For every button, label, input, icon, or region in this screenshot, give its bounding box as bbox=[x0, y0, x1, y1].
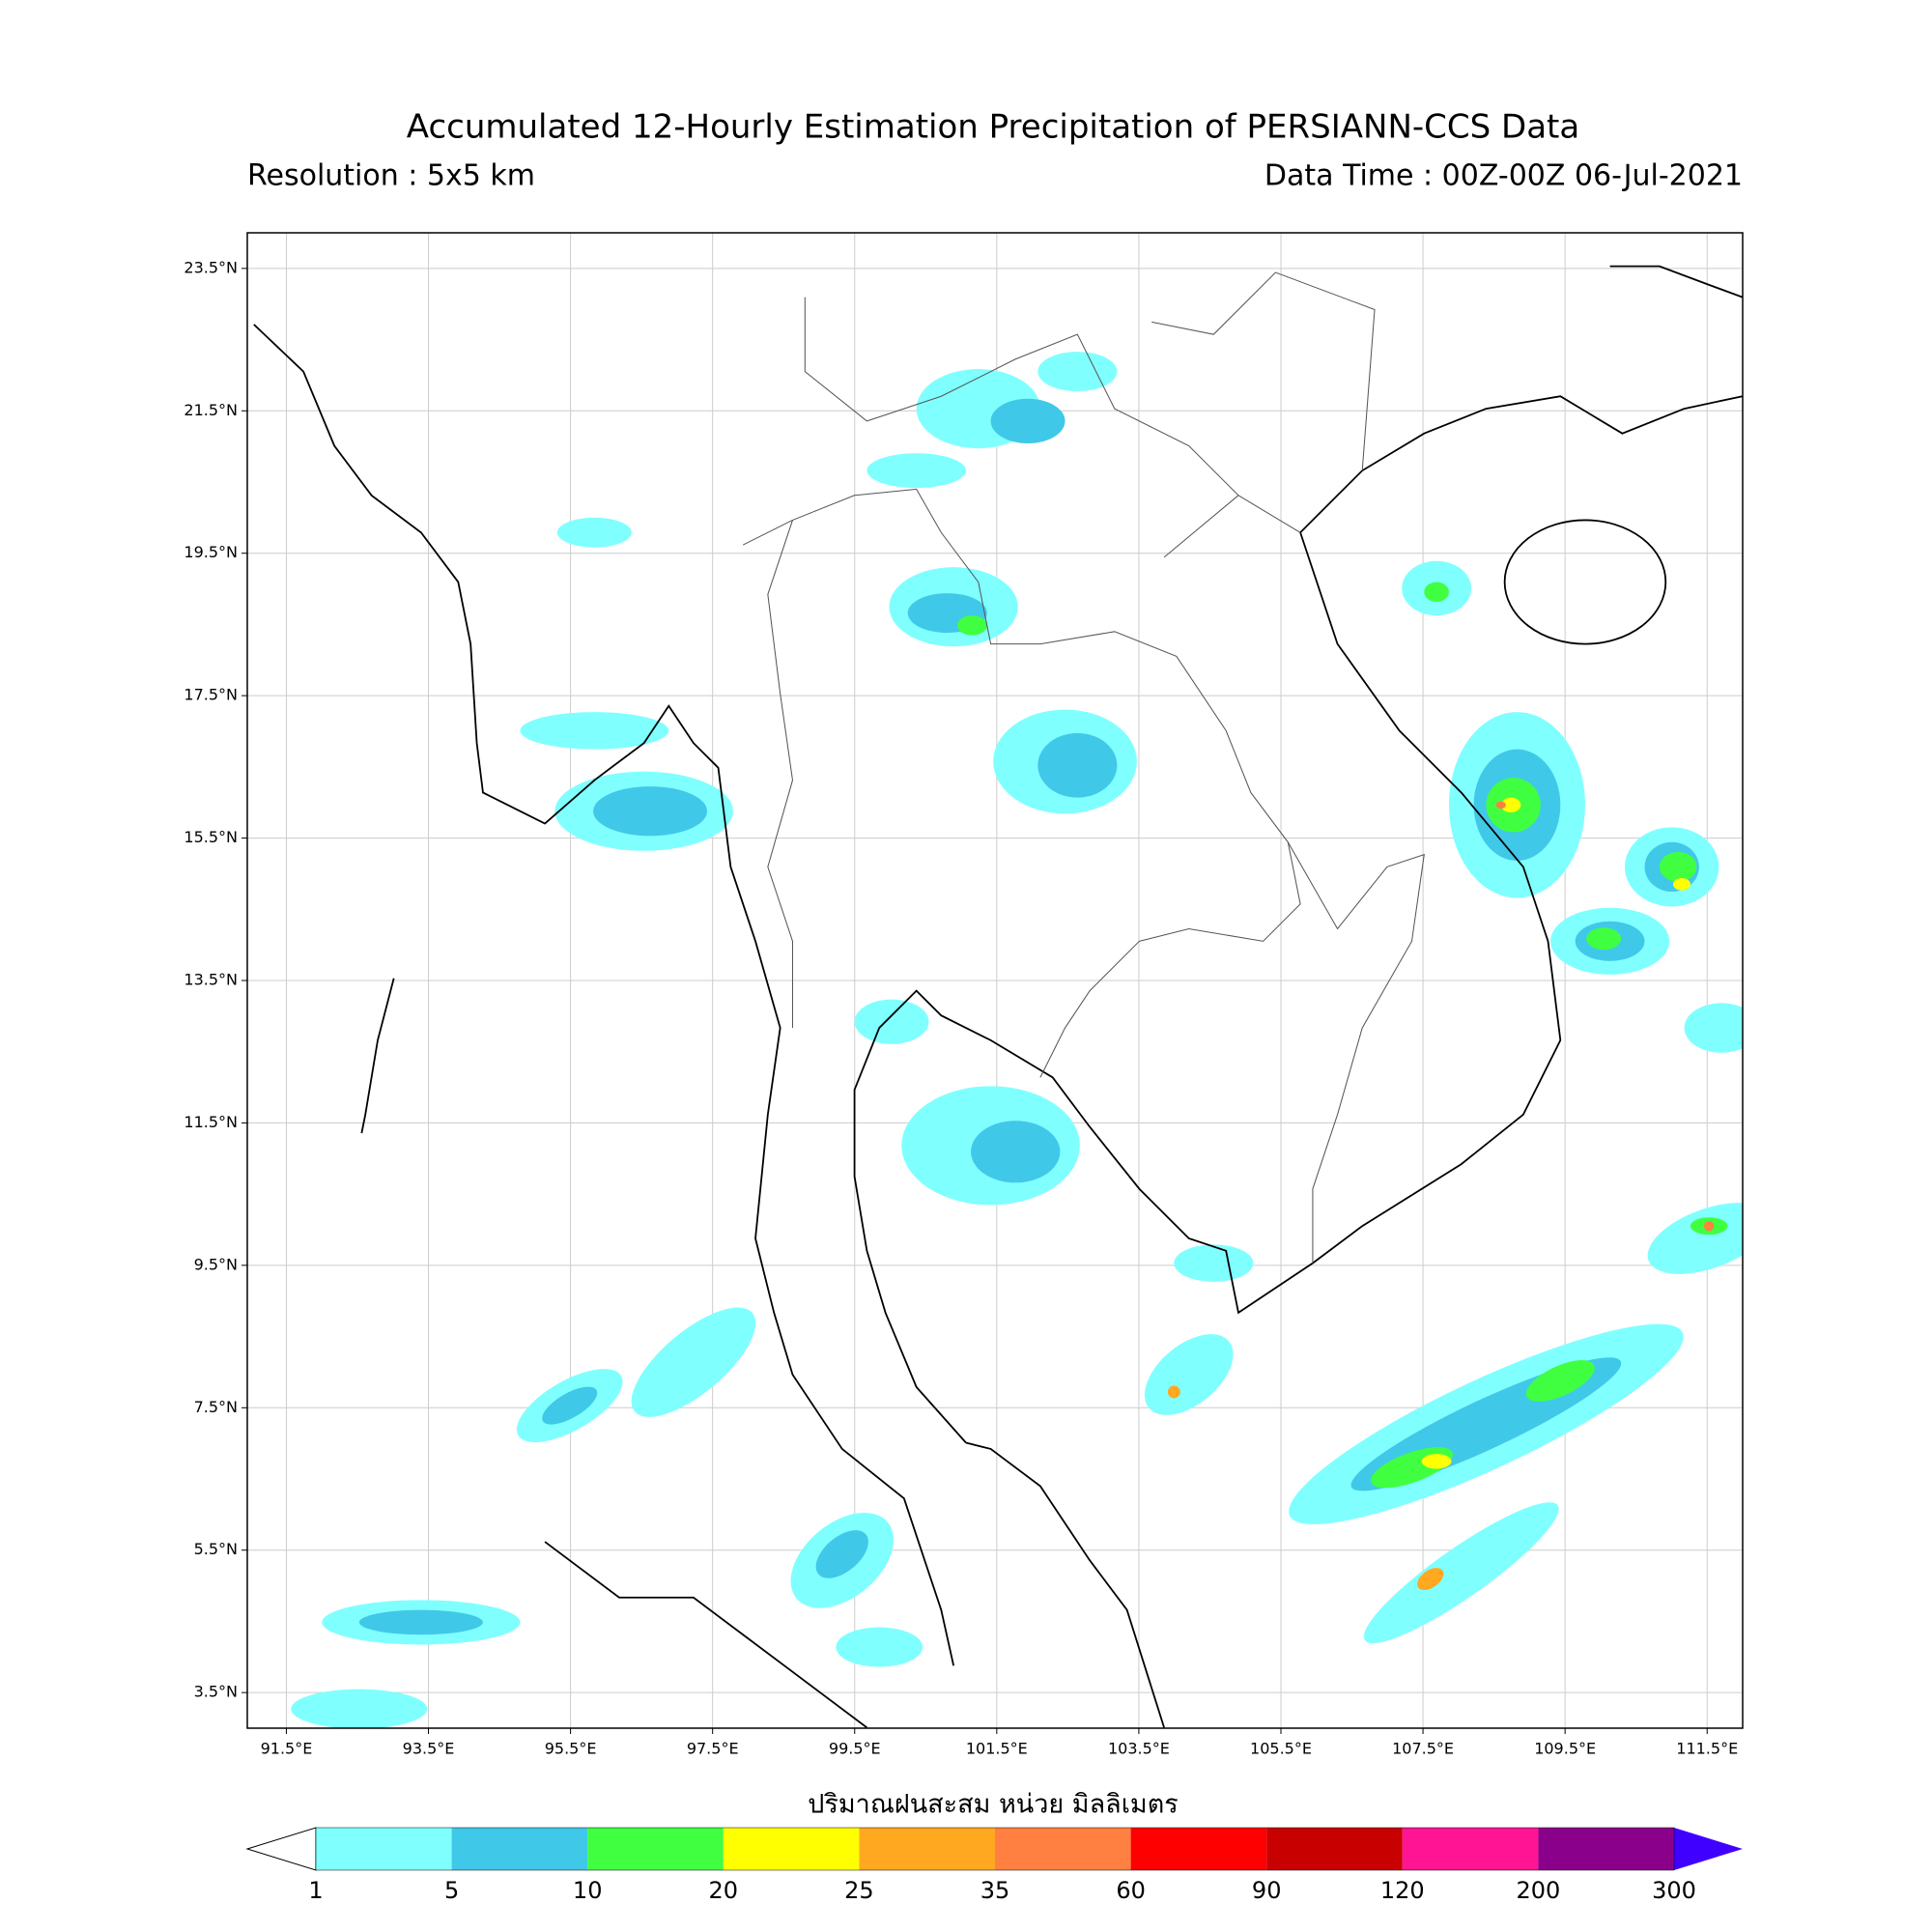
y-tick-label: 17.5°N bbox=[184, 686, 238, 704]
x-tick-label: 109.5°E bbox=[1534, 1740, 1596, 1758]
colorbar-tick-label: 120 bbox=[1380, 1877, 1425, 1904]
colorbar: 1 5 10 20 25 35 60 90 120 200 300 bbox=[245, 1827, 1743, 1904]
x-tick-label: 93.5°E bbox=[403, 1740, 455, 1758]
colorbar-tick-label: 25 bbox=[844, 1877, 874, 1904]
colorbar-tick-label: 200 bbox=[1516, 1877, 1560, 1904]
x-tick-label: 105.5°E bbox=[1250, 1740, 1312, 1758]
y-tick-label: 11.5°N bbox=[184, 1113, 238, 1131]
colorbar-bin bbox=[451, 1828, 588, 1870]
x-tick-label: 107.5°E bbox=[1392, 1740, 1454, 1758]
y-tick-label: 7.5°N bbox=[194, 1398, 238, 1416]
colorbar-tick-label: 10 bbox=[573, 1877, 603, 1904]
colorbar-bin bbox=[859, 1828, 995, 1870]
colorbar-bin bbox=[1266, 1828, 1403, 1870]
colorbar-frame bbox=[315, 1827, 1675, 1871]
precipitation bbox=[291, 352, 1743, 1728]
x-tick-label: 91.5°E bbox=[261, 1740, 313, 1758]
y-tick-label: 23.5°N bbox=[184, 258, 238, 276]
colorbar-bin bbox=[1538, 1828, 1674, 1870]
coastline bbox=[253, 265, 1743, 1728]
colorbar-bin bbox=[1130, 1828, 1267, 1870]
map-layer bbox=[253, 265, 1743, 1728]
colorbar-under bbox=[245, 1827, 317, 1871]
y-tick-label: 15.5°N bbox=[184, 828, 238, 846]
colorbar-bin bbox=[587, 1828, 724, 1870]
y-tick-label: 21.5°N bbox=[184, 401, 238, 419]
x-tick-label: 101.5°E bbox=[966, 1740, 1028, 1758]
y-tick-label: 3.5°N bbox=[194, 1683, 238, 1701]
colorbar-tick-label: 60 bbox=[1116, 1877, 1146, 1904]
colorbar-tick-label: 5 bbox=[444, 1877, 459, 1904]
data-time: Data Time : 00Z-00Z 06-Jul-2021 bbox=[1264, 159, 1743, 193]
ticks: 91.5°E 93.5°E 95.5°E 97.5°E 99.5°E 101.5°E 103… bbox=[184, 258, 1738, 1757]
colorbar-tick-label: 20 bbox=[709, 1877, 739, 1904]
colorbar-bin bbox=[316, 1828, 452, 1870]
colorbar-tick-label: 35 bbox=[980, 1877, 1010, 1904]
x-tick-label: 95.5°E bbox=[545, 1740, 597, 1758]
resolution: Resolution : 5x5 km bbox=[247, 159, 535, 193]
colorbar-tick-label: 1 bbox=[308, 1877, 323, 1904]
colorbar-bin bbox=[1402, 1828, 1539, 1870]
title: Accumulated 12-Hourly Estimation Precipi… bbox=[407, 108, 1579, 147]
colorbar-bin bbox=[723, 1828, 860, 1870]
y-tick-label: 13.5°N bbox=[184, 971, 238, 989]
borders bbox=[742, 271, 1425, 1264]
colorbar-bin bbox=[995, 1828, 1131, 1870]
x-tick-label: 99.5°E bbox=[829, 1740, 881, 1758]
colorbar-tick-label: 300 bbox=[1652, 1877, 1696, 1904]
y-tick-label: 9.5°N bbox=[194, 1255, 238, 1273]
x-tick-label: 103.5°E bbox=[1108, 1740, 1170, 1758]
grid bbox=[247, 233, 1743, 1728]
x-tick-label: 97.5°E bbox=[687, 1740, 739, 1758]
colorbar-over bbox=[1674, 1828, 1743, 1870]
x-tick-label: 111.5°E bbox=[1676, 1740, 1738, 1758]
colorbar-label: ปริมาณฝนสะสม หน่วย มิลลิเมตร bbox=[808, 1790, 1179, 1820]
y-tick-label: 19.5°N bbox=[184, 543, 238, 561]
colorbar-tick-label: 90 bbox=[1252, 1877, 1282, 1904]
y-tick-label: 5.5°N bbox=[194, 1540, 238, 1558]
